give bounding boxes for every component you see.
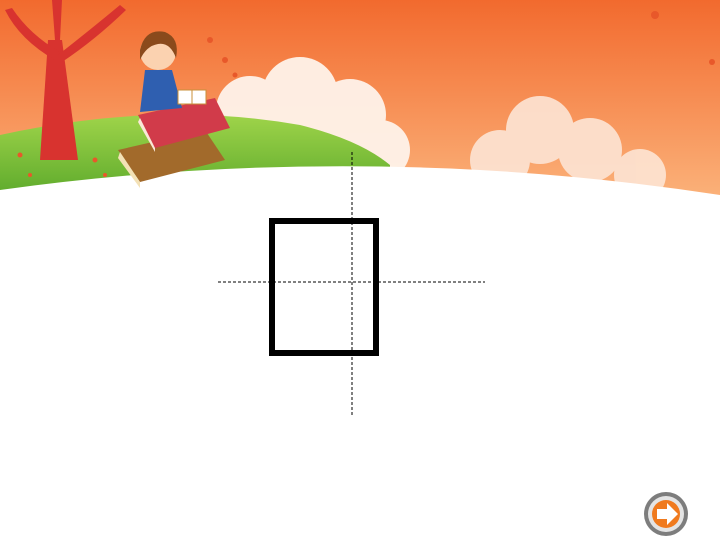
girl-figure [140, 31, 207, 112]
tree-trunk [5, 0, 126, 160]
banner-illustration [0, 0, 720, 200]
figure-area [218, 152, 485, 416]
white-curve [0, 166, 720, 200]
rectangle-outline [269, 218, 379, 356]
next-button[interactable] [640, 488, 692, 540]
book-stack [118, 98, 230, 188]
arrow-right-icon [644, 492, 688, 536]
falling-leaves [17, 11, 715, 177]
